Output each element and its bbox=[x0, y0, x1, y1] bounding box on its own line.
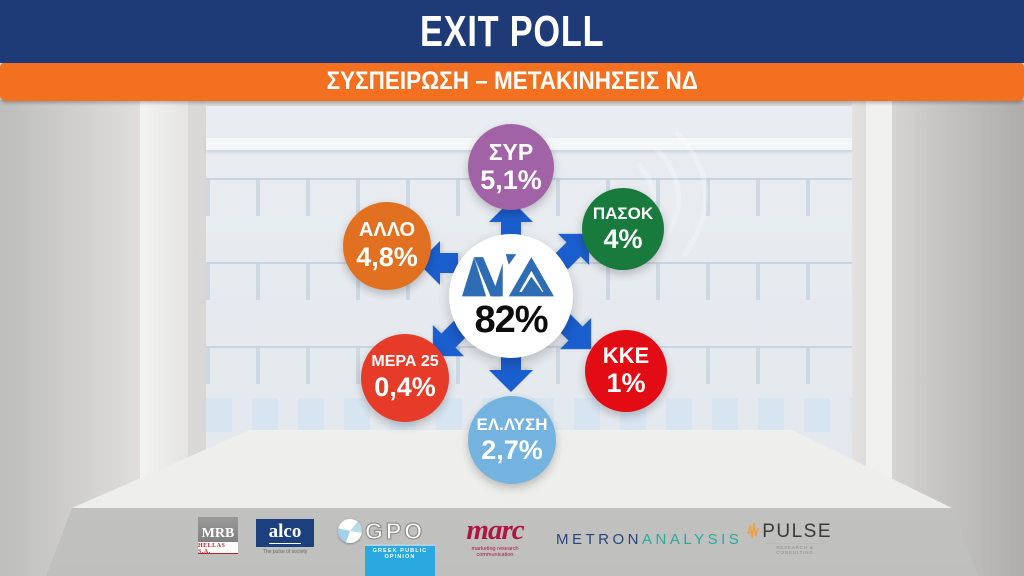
party-value: 4,8% bbox=[356, 242, 418, 273]
party-label: ΣΥΡ bbox=[488, 138, 534, 165]
party-value: 2,7% bbox=[481, 434, 543, 465]
logo-metron-analysis: METRONANALYSIS bbox=[556, 531, 743, 548]
party-node-syriza: ΣΥΡ 5,1% bbox=[468, 124, 554, 210]
page-subtitle: ΣΥΣΠΕΙΡΩΣΗ – ΜΕΤΑΚΙΝΗΣΕΙΣ ΝΔ bbox=[326, 67, 698, 95]
arrow-up-icon bbox=[489, 200, 533, 240]
arrow-down-icon bbox=[489, 352, 533, 392]
party-node-elliniki-lysi: ΕΛ.ΛΥΣΗ 2,7% bbox=[468, 396, 556, 484]
subtitle-bar: ΣΥΣΠΕΙΡΩΣΗ – ΜΕΤΑΚΙΝΗΣΕΙΣ ΝΔ bbox=[0, 62, 1024, 101]
pulse-waveform-icon bbox=[746, 522, 760, 539]
party-node-mera25: ΜΕΡΑ 25 0,4% bbox=[361, 334, 449, 422]
party-node-pasok: ΠΑΣΟΚ 4% bbox=[582, 188, 664, 270]
arrow-left-icon bbox=[418, 241, 458, 285]
arrow-up-right-icon bbox=[553, 233, 590, 270]
party-label: ΚΚΕ bbox=[602, 343, 650, 369]
party-node-other: ΑΛΛΟ 4,8% bbox=[343, 202, 431, 290]
party-node-kke: ΚΚΕ 1% bbox=[585, 330, 667, 412]
logo-pulse: PULSE RESEARCH & CONSULTING bbox=[746, 519, 832, 555]
logo-gpo: GPO GREEK PUBLIC OPINION bbox=[338, 518, 438, 576]
party-value: 5,1% bbox=[480, 164, 542, 195]
page-title: EXIT POLL bbox=[419, 6, 605, 56]
header-bar: EXIT POLL bbox=[0, 0, 1024, 63]
party-label: ΕΛ.ΛΥΣΗ bbox=[476, 414, 548, 434]
party-value: 0,4% bbox=[374, 372, 436, 403]
party-label: ΜΕΡΑ 25 bbox=[371, 353, 439, 371]
party-label: ΠΑΣΟΚ bbox=[592, 203, 654, 223]
logo-marc: marc marketing research communication bbox=[466, 514, 524, 559]
nd-party-logo-icon bbox=[462, 254, 554, 297]
party-label: ΑΛΛΟ bbox=[358, 219, 416, 242]
center-value: 82% bbox=[474, 299, 548, 341]
gpo-pie-icon bbox=[338, 519, 362, 543]
logo-mrb: MRB HELLAS S.A. bbox=[198, 517, 238, 555]
party-value: 1% bbox=[606, 368, 646, 399]
center-node-nd: 82% bbox=[449, 234, 573, 358]
logo-alco: alco The pulse of society bbox=[256, 519, 314, 555]
party-value: 4% bbox=[603, 223, 643, 254]
